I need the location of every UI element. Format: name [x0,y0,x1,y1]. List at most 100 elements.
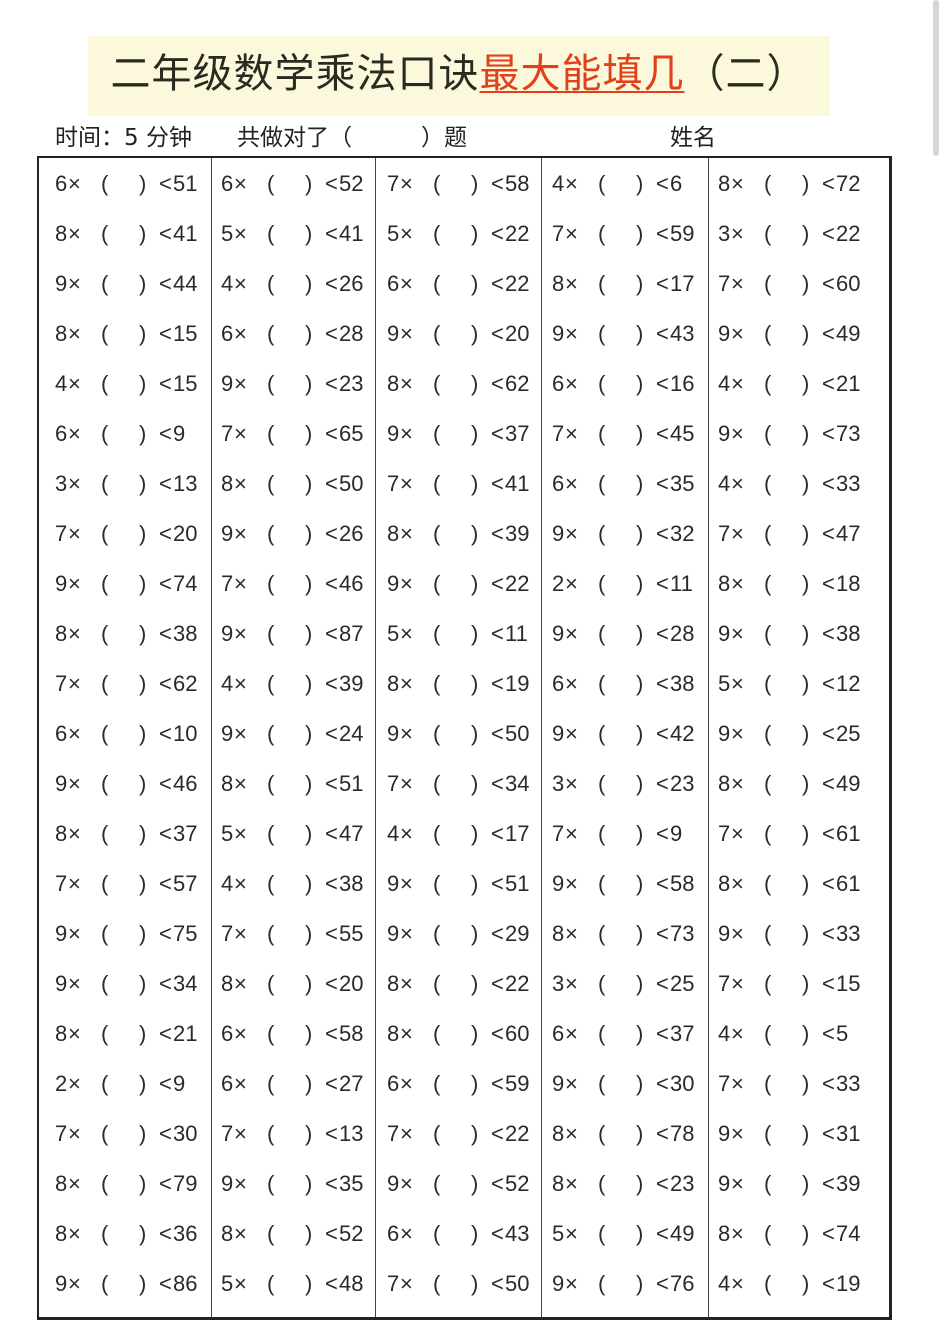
problem-cell[interactable]: 9 × () <49 [718,314,878,354]
problem-cell[interactable]: 8 × () <49 [718,764,878,804]
problem-cell[interactable]: 9 × () <50 [387,714,547,754]
problem-cell[interactable]: 7 × () <9 [552,814,712,854]
problem-cell[interactable]: 6 × () <10 [55,714,215,754]
problem-cell[interactable]: 3 × () <22 [718,214,878,254]
problem-cell[interactable]: 8 × () <73 [552,914,712,954]
problem-cell[interactable]: 9 × () <35 [221,1164,381,1204]
problem-cell[interactable]: 6 × () <58 [221,1014,381,1054]
problem-cell[interactable]: 8 × () <19 [387,664,547,704]
problem-cell[interactable]: 9 × () <76 [552,1264,712,1304]
problem-cell[interactable]: 9 × () <39 [718,1164,878,1204]
problem-cell[interactable]: 7 × () <34 [387,764,547,804]
problem-cell[interactable]: 8 × () <17 [552,264,712,304]
problem-cell[interactable]: 7 × () <55 [221,914,381,954]
problem-cell[interactable]: 8 × () <41 [55,214,215,254]
problem-cell[interactable]: 7 × () <62 [55,664,215,704]
problem-cell[interactable]: 4 × () <21 [718,364,878,404]
problem-cell[interactable]: 8 × () <60 [387,1014,547,1054]
problem-cell[interactable]: 9 × () <24 [221,714,381,754]
problem-cell[interactable]: 7 × () <33 [718,1064,878,1104]
problem-cell[interactable]: 8 × () <15 [55,314,215,354]
problem-cell[interactable]: 4 × () <17 [387,814,547,854]
problem-cell[interactable]: 7 × () <50 [387,1264,547,1304]
problem-cell[interactable]: 7 × () <59 [552,214,712,254]
problem-cell[interactable]: 9 × () <87 [221,614,381,654]
problem-cell[interactable]: 7 × () <45 [552,414,712,454]
problem-cell[interactable]: 4 × () <5 [718,1014,878,1054]
problem-cell[interactable]: 7 × () <20 [55,514,215,554]
problem-cell[interactable]: 9 × () <29 [387,914,547,954]
problem-cell[interactable]: 9 × () <38 [718,614,878,654]
problem-cell[interactable]: 9 × () <26 [221,514,381,554]
problem-cell[interactable]: 5 × () <47 [221,814,381,854]
problem-cell[interactable]: 6 × () <59 [387,1064,547,1104]
problem-cell[interactable]: 8 × () <79 [55,1164,215,1204]
problem-cell[interactable]: 6 × () <28 [221,314,381,354]
problem-cell[interactable]: 4 × () <33 [718,464,878,504]
problem-cell[interactable]: 4 × () <6 [552,164,712,204]
problem-cell[interactable]: 9 × () <44 [55,264,215,304]
problem-cell[interactable]: 2 × () <9 [55,1064,215,1104]
problem-cell[interactable]: 5 × () <22 [387,214,547,254]
problem-cell[interactable]: 9 × () <30 [552,1064,712,1104]
problem-cell[interactable]: 5 × () <48 [221,1264,381,1304]
problem-cell[interactable]: 8 × () <20 [221,964,381,1004]
problem-cell[interactable]: 7 × () <15 [718,964,878,1004]
problem-cell[interactable]: 9 × () <33 [718,914,878,954]
problem-cell[interactable]: 7 × () <47 [718,514,878,554]
problem-cell[interactable]: 7 × () <57 [55,864,215,904]
problem-cell[interactable]: 5 × () <11 [387,614,547,654]
problem-cell[interactable]: 9 × () <46 [55,764,215,804]
problem-cell[interactable]: 4 × () <38 [221,864,381,904]
problem-cell[interactable]: 7 × () <13 [221,1114,381,1154]
scrollbar[interactable] [933,0,939,156]
problem-cell[interactable]: 8 × () <38 [55,614,215,654]
problem-cell[interactable]: 5 × () <41 [221,214,381,254]
problem-cell[interactable]: 8 × () <61 [718,864,878,904]
problem-cell[interactable]: 3 × () <25 [552,964,712,1004]
problem-cell[interactable]: 9 × () <28 [552,614,712,654]
problem-cell[interactable]: 4 × () <15 [55,364,215,404]
problem-cell[interactable]: 6 × () <16 [552,364,712,404]
problem-cell[interactable]: 6 × () <35 [552,464,712,504]
problem-cell[interactable]: 7 × () <41 [387,464,547,504]
problem-cell[interactable]: 4 × () <26 [221,264,381,304]
problem-cell[interactable]: 8 × () <62 [387,364,547,404]
problem-cell[interactable]: 6 × () <27 [221,1064,381,1104]
problem-cell[interactable]: 9 × () <74 [55,564,215,604]
problem-cell[interactable]: 7 × () <46 [221,564,381,604]
problem-cell[interactable]: 6 × () <52 [221,164,381,204]
problem-cell[interactable]: 8 × () <52 [221,1214,381,1254]
problem-cell[interactable]: 4 × () <39 [221,664,381,704]
problem-cell[interactable]: 3 × () <23 [552,764,712,804]
problem-cell[interactable]: 9 × () <32 [552,514,712,554]
problem-cell[interactable]: 5 × () <12 [718,664,878,704]
problem-cell[interactable]: 7 × () <58 [387,164,547,204]
problem-cell[interactable]: 9 × () <31 [718,1114,878,1154]
problem-cell[interactable]: 8 × () <21 [55,1014,215,1054]
problem-cell[interactable]: 9 × () <25 [718,714,878,754]
problem-cell[interactable]: 9 × () <42 [552,714,712,754]
problem-cell[interactable]: 8 × () <36 [55,1214,215,1254]
problem-cell[interactable]: 8 × () <18 [718,564,878,604]
problem-cell[interactable]: 3 × () <13 [55,464,215,504]
problem-cell[interactable]: 8 × () <78 [552,1114,712,1154]
problem-cell[interactable]: 9 × () <23 [221,364,381,404]
problem-cell[interactable]: 9 × () <22 [387,564,547,604]
problem-cell[interactable]: 8 × () <37 [55,814,215,854]
problem-cell[interactable]: 8 × () <50 [221,464,381,504]
problem-cell[interactable]: 6 × () <43 [387,1214,547,1254]
problem-cell[interactable]: 8 × () <23 [552,1164,712,1204]
problem-cell[interactable]: 4 × () <19 [718,1264,878,1304]
problem-cell[interactable]: 8 × () <72 [718,164,878,204]
problem-cell[interactable]: 9 × () <51 [387,864,547,904]
problem-cell[interactable]: 9 × () <75 [55,914,215,954]
problem-cell[interactable]: 7 × () <22 [387,1114,547,1154]
problem-cell[interactable]: 6 × () <51 [55,164,215,204]
problem-cell[interactable]: 8 × () <39 [387,514,547,554]
problem-cell[interactable]: 6 × () <9 [55,414,215,454]
problem-cell[interactable]: 7 × () <61 [718,814,878,854]
problem-cell[interactable]: 6 × () <38 [552,664,712,704]
problem-cell[interactable]: 9 × () <37 [387,414,547,454]
problem-cell[interactable]: 5 × () <49 [552,1214,712,1254]
